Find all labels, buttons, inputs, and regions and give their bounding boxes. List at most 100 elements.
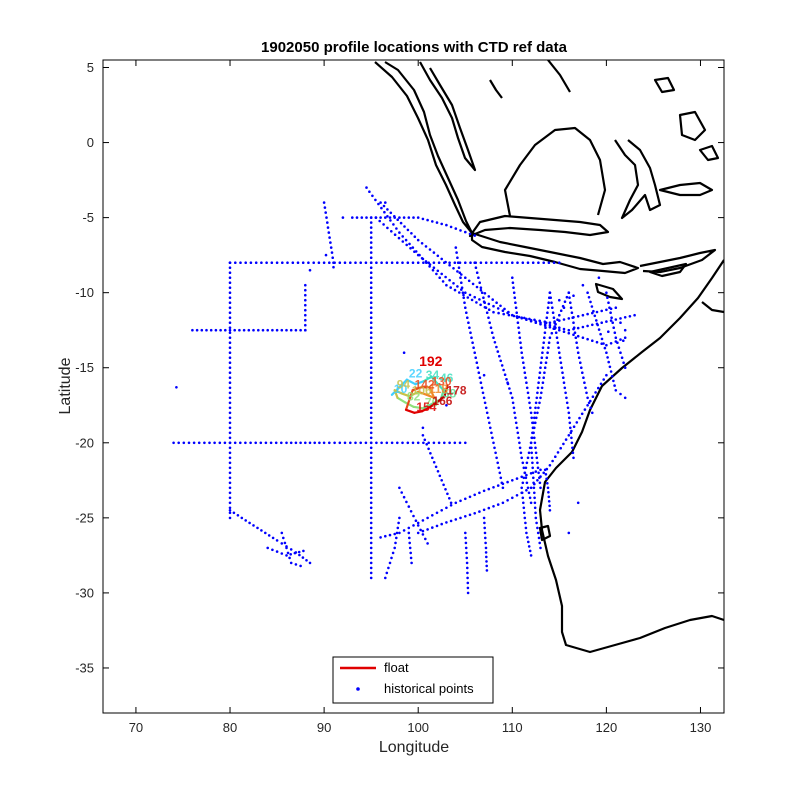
- historical-point: [524, 466, 528, 470]
- historical-point: [280, 542, 284, 545]
- historical-point: [228, 496, 232, 500]
- historical-point: [546, 351, 549, 355]
- historical-point: [219, 328, 222, 332]
- historical-point: [545, 316, 549, 320]
- historical-point: [511, 396, 514, 400]
- historical-point: [228, 386, 232, 390]
- historical-point: [543, 336, 546, 340]
- historical-point: [313, 441, 317, 445]
- historical-point: [445, 404, 448, 407]
- historical-point: [581, 325, 585, 329]
- historical-point: [551, 306, 554, 310]
- historical-point: [195, 328, 199, 332]
- historical-point: [485, 560, 488, 563]
- historical-point: [236, 514, 240, 517]
- historical-point: [511, 401, 515, 405]
- historical-point: [633, 313, 636, 317]
- historical-point: [437, 261, 441, 265]
- float-track-segment: [412, 405, 424, 410]
- historical-point: [558, 326, 561, 330]
- legend: float historical points: [332, 656, 494, 704]
- historical-point: [394, 541, 397, 545]
- historical-point: [600, 337, 604, 341]
- historical-point: [476, 366, 480, 370]
- historical-point: [386, 208, 389, 211]
- historical-point: [568, 416, 571, 420]
- historical-point: [479, 288, 483, 292]
- legend-historical-swatch: [356, 687, 360, 691]
- historical-point: [432, 441, 436, 445]
- historical-point: [465, 561, 469, 565]
- historical-point: [526, 261, 530, 265]
- historical-point: [525, 461, 529, 465]
- historical-point: [426, 542, 429, 545]
- historical-point: [497, 311, 500, 315]
- historical-point: [468, 326, 471, 330]
- historical-point: [533, 482, 536, 486]
- historical-point: [570, 436, 573, 440]
- historical-point: [529, 501, 533, 505]
- historical-point: [539, 468, 542, 472]
- historical-point: [499, 476, 503, 480]
- float-track-segment: [421, 402, 434, 410]
- historical-point: [274, 441, 278, 445]
- historical-point: [568, 421, 572, 425]
- historical-point: [369, 481, 373, 485]
- historical-point: [515, 311, 518, 315]
- historical-point: [228, 366, 232, 370]
- historical-point: [534, 511, 537, 515]
- historical-point: [577, 356, 581, 360]
- historical-point: [484, 406, 488, 410]
- historical-points-layer: [172, 186, 636, 595]
- historical-point: [503, 307, 506, 311]
- historical-point: [492, 336, 495, 340]
- historical-point: [511, 281, 515, 285]
- historical-point: [589, 399, 592, 403]
- historical-point: [525, 489, 528, 492]
- historical-point: [369, 271, 373, 275]
- historical-point: [369, 266, 373, 270]
- historical-point: [259, 441, 263, 445]
- historical-point: [567, 411, 571, 415]
- historical-point: [609, 370, 613, 373]
- historical-point: [282, 536, 285, 540]
- historical-point: [521, 356, 524, 360]
- historical-point: [440, 522, 444, 526]
- historical-point: [460, 286, 464, 290]
- historical-point: [556, 318, 559, 322]
- historical-point: [527, 396, 531, 400]
- legend-float-label: float: [384, 660, 409, 675]
- historical-point: [471, 282, 475, 286]
- historical-point: [271, 536, 275, 540]
- historical-point: [518, 446, 522, 450]
- historical-point: [425, 261, 428, 265]
- historical-point: [389, 211, 393, 215]
- historical-point: [445, 283, 448, 287]
- historical-point: [435, 221, 439, 224]
- historical-point: [567, 328, 571, 332]
- historical-point: [382, 223, 385, 226]
- historical-point: [402, 216, 406, 219]
- historical-point: [551, 459, 554, 463]
- historical-point: [479, 381, 483, 385]
- historical-point: [454, 246, 458, 249]
- historical-point: [438, 474, 442, 478]
- float-track-segment: [435, 395, 446, 404]
- historical-point: [542, 341, 545, 345]
- historical-point: [444, 488, 447, 491]
- historical-point: [572, 294, 575, 298]
- historical-point: [264, 531, 267, 535]
- historical-point: [294, 441, 298, 445]
- historical-point: [280, 441, 283, 445]
- historical-point: [416, 441, 420, 445]
- historical-point: [567, 317, 571, 320]
- historical-point: [593, 314, 597, 318]
- historical-point: [501, 482, 505, 486]
- historical-point: [275, 550, 279, 553]
- float-profile-marker: 154: [416, 400, 436, 414]
- historical-point: [525, 386, 529, 390]
- historical-point: [567, 291, 571, 295]
- historical-point: [465, 551, 468, 555]
- historical-point: [578, 416, 581, 420]
- historical-point: [280, 531, 284, 535]
